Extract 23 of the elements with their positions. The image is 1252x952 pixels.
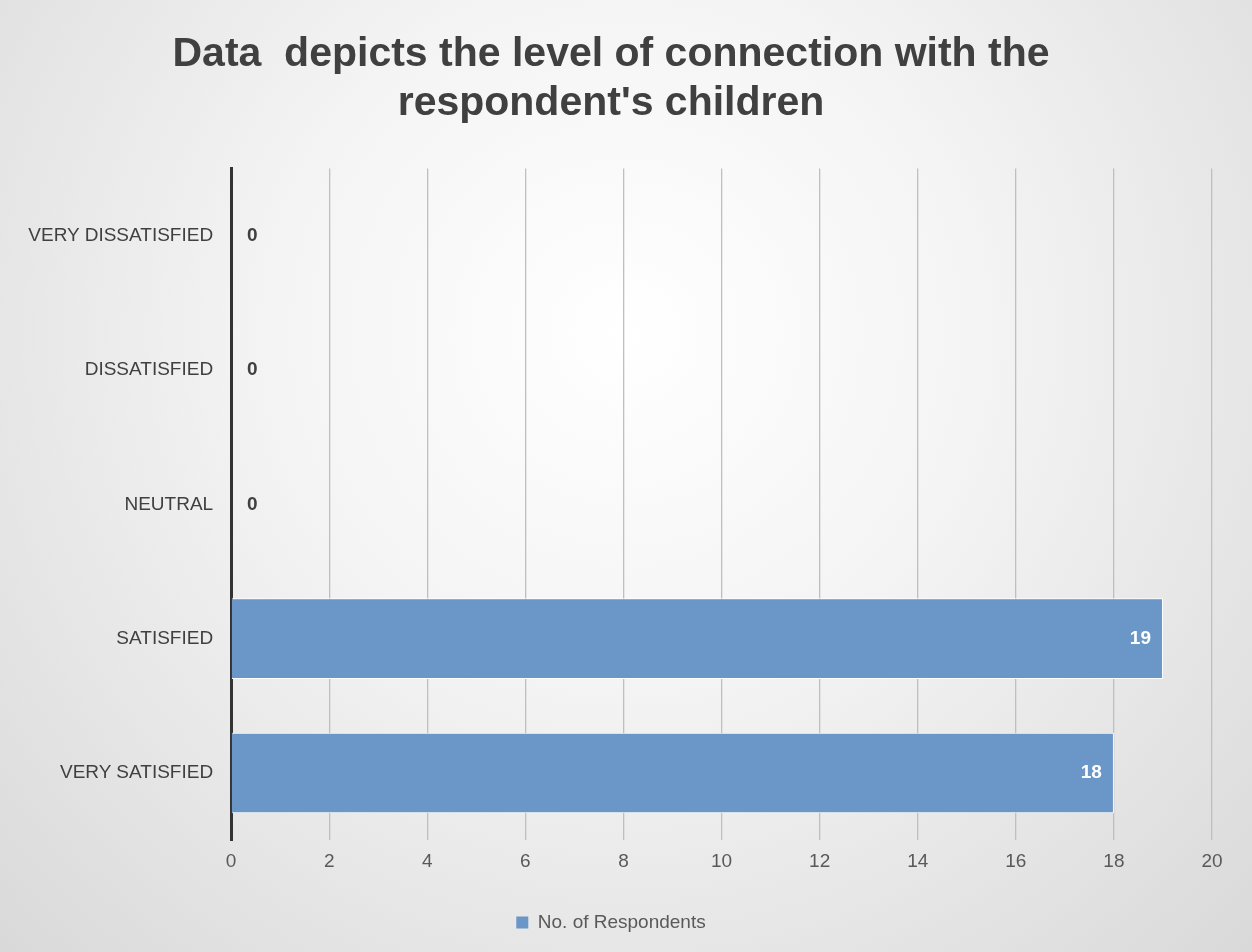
- data-label: 19: [1129, 626, 1151, 648]
- data-label: 0: [247, 223, 258, 245]
- chart-title: Data depicts the level of connection with the respondent's children: [172, 28, 1050, 125]
- y-tick-label: NEUTRAL: [124, 492, 214, 514]
- data-label: 0: [247, 492, 258, 514]
- x-tick-label: 2: [323, 849, 335, 871]
- x-tick-label: 10: [710, 849, 733, 871]
- y-tick-label: VERY DISSATISFIED: [28, 223, 214, 245]
- x-tick-label: 14: [907, 849, 929, 871]
- y-tick-label: DISSATISFIED: [84, 358, 214, 380]
- legend-label: No. of Respondents: [537, 910, 706, 932]
- x-tick-label: 12: [809, 849, 831, 871]
- x-tick-label: 16: [1005, 849, 1027, 871]
- y-tick-label: SATISFIED: [116, 626, 214, 648]
- data-label: 0: [247, 358, 258, 380]
- y-tick-label: VERY SATISFIED: [60, 761, 214, 783]
- x-tick-label: 0: [225, 849, 237, 871]
- x-tick-label: 8: [618, 849, 629, 871]
- x-tick-label: 18: [1103, 849, 1125, 871]
- data-label: 18: [1080, 761, 1102, 783]
- x-tick-label: 20: [1201, 849, 1223, 871]
- x-tick-label: 4: [422, 849, 434, 871]
- x-tick-label: 6: [520, 849, 531, 871]
